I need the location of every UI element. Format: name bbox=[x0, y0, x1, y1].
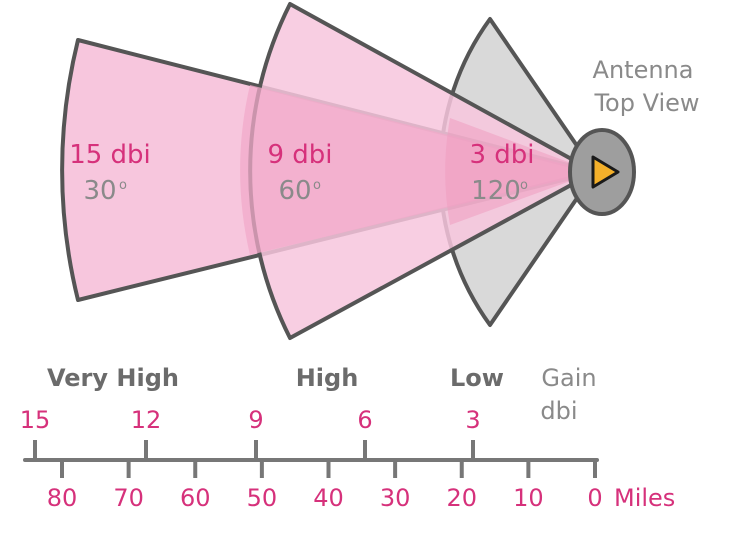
wedge-label-gain-9: 9 dbi bbox=[267, 140, 332, 170]
gain-tick-label: 3 bbox=[465, 406, 480, 434]
antenna-label-line1: Antenna bbox=[593, 56, 694, 84]
axis-ticks bbox=[33, 440, 597, 478]
category-low: Low bbox=[450, 364, 504, 392]
wedge-label-angle-120: 120 bbox=[471, 176, 521, 206]
wedge-label-angle-60: 60 bbox=[278, 176, 311, 206]
beam-overlap bbox=[240, 85, 596, 255]
gain-tick-label: 6 bbox=[357, 406, 372, 434]
antenna-arrow-icon bbox=[591, 155, 620, 189]
wedge-label-angle-30: 30 bbox=[83, 176, 116, 206]
mile-tick-label: 30 bbox=[380, 484, 411, 512]
category-high: High bbox=[296, 364, 359, 392]
mile-tick-label: 70 bbox=[113, 484, 144, 512]
mile-tick-label: 80 bbox=[47, 484, 78, 512]
mile-tick-label: 10 bbox=[513, 484, 544, 512]
gain-axis-label-line2: dbi bbox=[540, 397, 577, 425]
antenna-label-line2: Top View bbox=[593, 89, 699, 117]
degree-sign-60: o bbox=[313, 178, 321, 193]
gain-tick-labels: 15 12 9 6 3 bbox=[20, 406, 481, 434]
mile-tick-label: 40 bbox=[313, 484, 344, 512]
mile-tick-label: 0 bbox=[587, 484, 602, 512]
mile-tick-labels: 80 70 60 50 40 30 20 10 0 bbox=[47, 484, 603, 512]
gain-tick-label: 12 bbox=[131, 406, 162, 434]
degree-sign-30: o bbox=[119, 178, 127, 193]
wedge-label-gain-3: 3 dbi bbox=[469, 140, 534, 170]
gain-tick-label: 15 bbox=[20, 406, 51, 434]
mile-tick-label: 60 bbox=[180, 484, 211, 512]
wedge-label-gain-15: 15 dbi bbox=[69, 140, 151, 170]
gain-tick-label: 9 bbox=[248, 406, 263, 434]
miles-unit-label: Miles bbox=[614, 484, 675, 512]
gain-axis-label-line1: Gain bbox=[541, 364, 596, 392]
mile-tick-label: 50 bbox=[247, 484, 278, 512]
beam-overlap-inner bbox=[445, 118, 595, 225]
degree-sign-120: o bbox=[520, 178, 528, 193]
mile-tick-label: 20 bbox=[446, 484, 477, 512]
category-very-high: Very High bbox=[47, 364, 179, 392]
